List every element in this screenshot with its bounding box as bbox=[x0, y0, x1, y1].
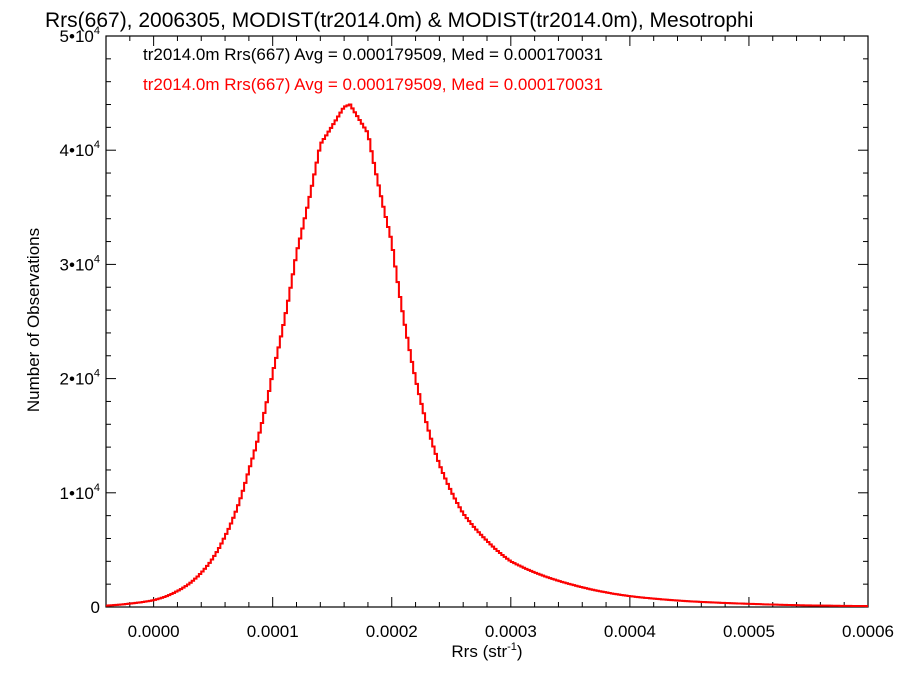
y-tick-label: 4•104 bbox=[60, 139, 100, 160]
x-axis-label: Rrs (str-1) bbox=[451, 641, 522, 661]
x-tick-label: 0.0004 bbox=[604, 622, 656, 641]
y-tick-label: 1•104 bbox=[60, 482, 100, 503]
histogram-series-black bbox=[106, 103, 868, 607]
x-tick-label: 0.0000 bbox=[128, 622, 180, 641]
legend-entry-red: tr2014.0m Rrs(667) Avg = 0.000179509, Me… bbox=[143, 75, 603, 94]
series-layer bbox=[106, 103, 868, 608]
legend-entry-black: tr2014.0m Rrs(667) Avg = 0.000179509, Me… bbox=[143, 45, 603, 64]
x-tick-label: 0.0003 bbox=[485, 622, 537, 641]
x-axis-ticks: 0.0000 0.0001 0.0002 0.0003 0.0004 0.0005 0.00… bbox=[105, 36, 894, 641]
y-axis-label: Number of Observations bbox=[24, 228, 43, 412]
x-tick-label: 0.0001 bbox=[247, 622, 299, 641]
y-tick-label: 5•104 bbox=[60, 25, 100, 46]
histogram-series-red bbox=[106, 103, 868, 608]
plot-frame bbox=[105, 35, 869, 608]
x-tick-label: 0.0005 bbox=[723, 622, 775, 641]
x-tick-label: 0.0006 bbox=[842, 622, 894, 641]
y-tick-label: 3•104 bbox=[60, 253, 100, 274]
y-tick-label: 2•104 bbox=[60, 368, 100, 389]
chart-title: Rrs(667), 2006305, MODIST(tr2014.0m) & M… bbox=[45, 9, 753, 32]
x-tick-label: 0.0002 bbox=[366, 622, 418, 641]
y-axis-ticks: 0 1•104 2•104 3•104 4•104 5•104 bbox=[60, 25, 868, 617]
y-tick-label: 0 bbox=[91, 598, 100, 617]
